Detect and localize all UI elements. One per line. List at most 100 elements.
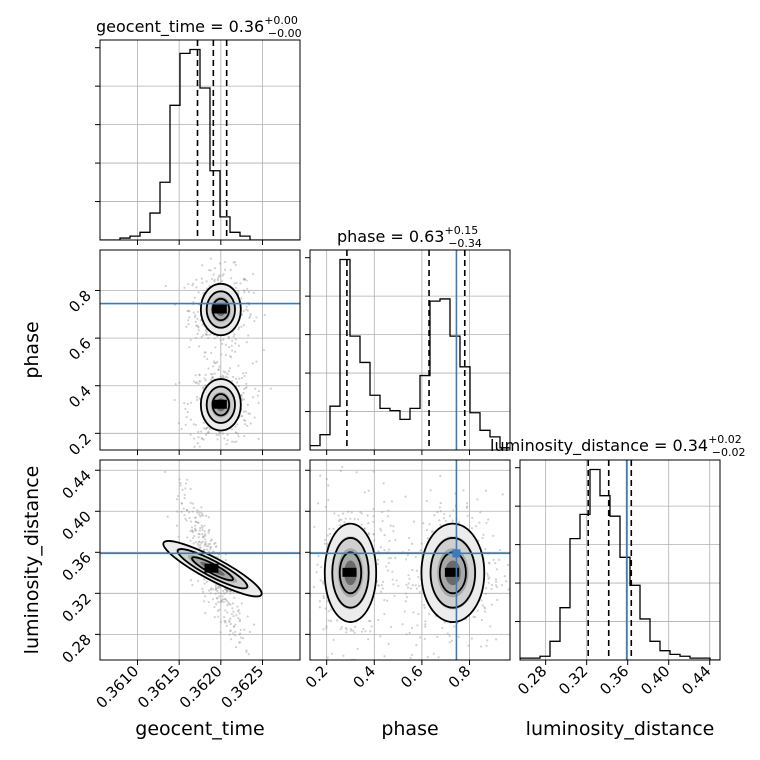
scatter-point [383, 500, 386, 503]
title-geocent_time: geocent_time = 0.36+0.00 −0.00 [96, 14, 302, 40]
scatter-point [470, 637, 473, 640]
scatter-point [407, 536, 411, 540]
scatter-point [388, 539, 391, 542]
scatter-point [196, 509, 199, 512]
scatter-point [263, 314, 266, 317]
contour-0 [199, 378, 242, 432]
scatter-point [203, 530, 206, 533]
scatter-point [217, 462, 219, 464]
scatter-point [243, 434, 246, 438]
scatter-point [152, 453, 154, 455]
scatter-point [207, 336, 210, 340]
scatter-point [202, 334, 205, 337]
scatter-point [332, 527, 335, 530]
scatter-point [228, 619, 231, 622]
scatter-point [238, 620, 241, 623]
scatter-point [229, 617, 232, 620]
xlabel-geocent_time: geocent_time [135, 718, 264, 740]
scatter-point [207, 600, 210, 604]
scatter-point [192, 311, 195, 314]
scatter-point [213, 278, 216, 281]
scatter-point [327, 610, 330, 613]
scatter-point [320, 566, 323, 569]
scatter-point [225, 443, 228, 446]
content-2-2 [520, 460, 720, 660]
scatter-point [329, 532, 332, 535]
scatter-point [381, 587, 384, 590]
scatter-point [189, 578, 192, 582]
scatter-point [229, 592, 232, 595]
scatter-point [322, 628, 325, 631]
scatter-point [221, 374, 224, 377]
scatter-point [211, 376, 214, 379]
scatter-point [240, 394, 243, 397]
scatter-point [415, 569, 419, 572]
scatter-point [237, 326, 241, 329]
scatter-point [242, 410, 245, 413]
scatter-point [243, 374, 246, 378]
scatter-point [328, 527, 331, 530]
scatter-point [243, 628, 246, 631]
scatter-point [485, 644, 488, 647]
scatter-point [248, 412, 251, 415]
scatter-point [337, 519, 340, 523]
scatter-point [192, 300, 195, 304]
scatter-point [511, 532, 513, 534]
scatter-point [424, 625, 427, 628]
scatter-point [343, 521, 346, 524]
scatter-point [377, 584, 380, 587]
scatter-point [220, 353, 223, 356]
scatter-point [405, 595, 409, 599]
scatter-point [243, 278, 246, 281]
scatter-point [322, 582, 325, 585]
scatter-point [202, 421, 205, 424]
scatter-point [317, 554, 320, 558]
scatter-point [214, 541, 217, 545]
scatter-point [370, 625, 373, 628]
scatter-point [323, 542, 327, 545]
scatter-point [432, 652, 435, 655]
content-1-1 [310, 250, 510, 450]
scatter-point [221, 432, 224, 435]
scatter-point [235, 440, 238, 443]
scatter-point [212, 365, 215, 368]
scatter-point [224, 609, 227, 612]
scatter-point [233, 261, 237, 264]
scatter-point [205, 330, 208, 333]
scatter-point [245, 650, 248, 654]
ytick-label-phase: 0.4 [65, 382, 95, 412]
scatter-point [229, 356, 233, 359]
content-2-0 [100, 453, 300, 656]
grid-1-0 [100, 250, 300, 450]
xtick-label-phase: 0.6 [397, 662, 427, 692]
scatter-point [224, 260, 227, 264]
scatter-point [327, 498, 330, 502]
scatter-point [397, 584, 400, 588]
scatter-point [199, 526, 202, 530]
scatter-point [321, 580, 325, 583]
scatter-point [240, 414, 243, 418]
scatter-point [236, 610, 239, 613]
scatter-point [353, 517, 356, 521]
scatter-point [214, 346, 217, 349]
scatter-point [341, 465, 344, 469]
scatter-point [207, 531, 210, 534]
scatter-point [481, 536, 484, 540]
scatter-point [379, 635, 382, 638]
scatter-point [431, 530, 435, 533]
scatter-point [180, 502, 183, 505]
scatter-point [194, 320, 197, 323]
scatter-point [269, 387, 272, 390]
scatter-point [184, 407, 187, 411]
scatter-point [329, 619, 333, 623]
scatter-point [252, 623, 256, 626]
scatter-point [418, 590, 421, 594]
scatter-point [236, 432, 239, 435]
scatter-point [304, 579, 306, 581]
scatter-point [211, 550, 214, 553]
scatter-point [227, 346, 231, 349]
scatter-point [204, 379, 207, 382]
scatter-point [227, 337, 231, 340]
scatter-point [216, 279, 219, 282]
scatter-point [372, 533, 375, 536]
